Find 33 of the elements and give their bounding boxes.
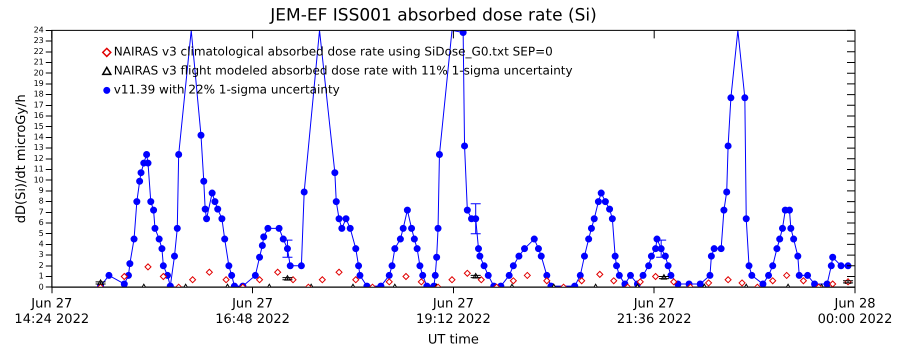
- y-tick-label: 8: [38, 196, 44, 206]
- y-tick-label: 2: [38, 260, 44, 270]
- y-tick-label: 20: [34, 68, 44, 78]
- y-tick-label: 5: [38, 228, 44, 238]
- y-tick-label: 15: [34, 122, 44, 131]
- x-tick-label: Jun 27 19:12 2022: [416, 296, 491, 327]
- y-tick-label: 10: [34, 175, 44, 184]
- y-tick-label: 14: [34, 132, 44, 142]
- y-tick-label: 12: [34, 154, 44, 163]
- y-tick-label: 13: [34, 143, 44, 152]
- x-tick-label: Jun 27 16:48 2022: [215, 296, 290, 327]
- y-tick-label: 3: [38, 250, 44, 260]
- y-tick-label: 19: [34, 78, 44, 88]
- y-tick-label: 22: [34, 46, 44, 56]
- x-tick-label: Jun 27 14:24 2022: [14, 296, 90, 327]
- y-tick-label: 9: [38, 186, 44, 195]
- x-tick-label: Jun 28 00:00 2022: [818, 296, 892, 327]
- y-tick-label: 21: [34, 58, 44, 67]
- y-tick-label: 7: [38, 207, 44, 216]
- y-tick-label: 16: [34, 111, 44, 120]
- y-tick-label: 11: [34, 164, 44, 174]
- chart-title: JEM-EF ISS001 absorbed dose rate (Si): [269, 6, 597, 26]
- y-tick-label: 1: [38, 272, 44, 281]
- y-tick-label: 17: [34, 100, 44, 110]
- x-tick-label: Jun 27 21:36 2022: [616, 296, 692, 327]
- y-tick-label: 0: [38, 282, 44, 292]
- y-tick-label: 23: [34, 36, 44, 46]
- y-tick-label: 6: [38, 218, 44, 228]
- y-tick-label: 18: [34, 90, 44, 99]
- y-tick-label: 24: [34, 25, 44, 34]
- x-axis-title: UT time: [428, 332, 479, 348]
- y-tick-label: 4: [38, 239, 44, 248]
- y-axis-title: dD(Si)/dt microGy/h: [14, 94, 30, 224]
